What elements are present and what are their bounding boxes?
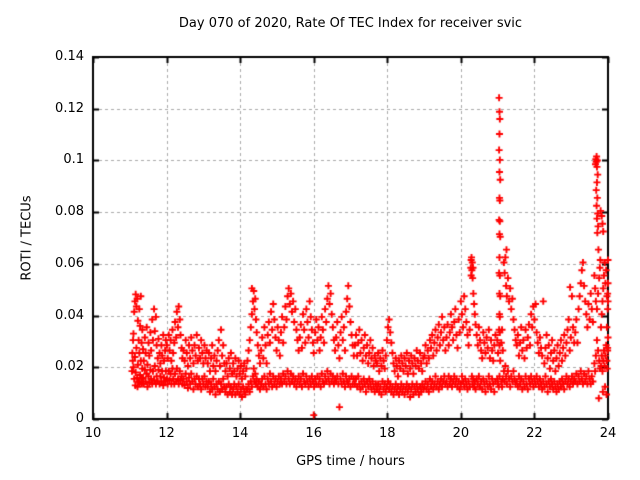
- chart-title: Day 070 of 2020, Rate Of TEC Index for r…: [178, 16, 523, 31]
- y-tick-label: 0.14: [55, 49, 84, 64]
- x-tick-label: 12: [158, 426, 175, 441]
- y-tick-label: 0.08: [55, 204, 84, 220]
- x-tick-label: 24: [599, 426, 617, 441]
- y-tick-label: 0.1: [63, 152, 84, 168]
- y-tick-label: 0: [75, 411, 84, 426]
- x-tick-label: 10: [84, 426, 102, 441]
- x-tick-label: 16: [305, 426, 322, 441]
- x-tick-label: 20: [452, 426, 470, 441]
- x-axis-label: GPS time / hours: [296, 454, 405, 469]
- y-tick-label: 0.06: [55, 255, 84, 271]
- y-tick-label: 0.02: [55, 359, 84, 375]
- x-tick-label: 18: [379, 426, 396, 441]
- x-tick-label: 14: [231, 426, 249, 441]
- y-tick-label: 0.12: [55, 100, 84, 116]
- y-tick-label: 0.04: [55, 307, 84, 323]
- x-tick-label: 22: [526, 426, 543, 441]
